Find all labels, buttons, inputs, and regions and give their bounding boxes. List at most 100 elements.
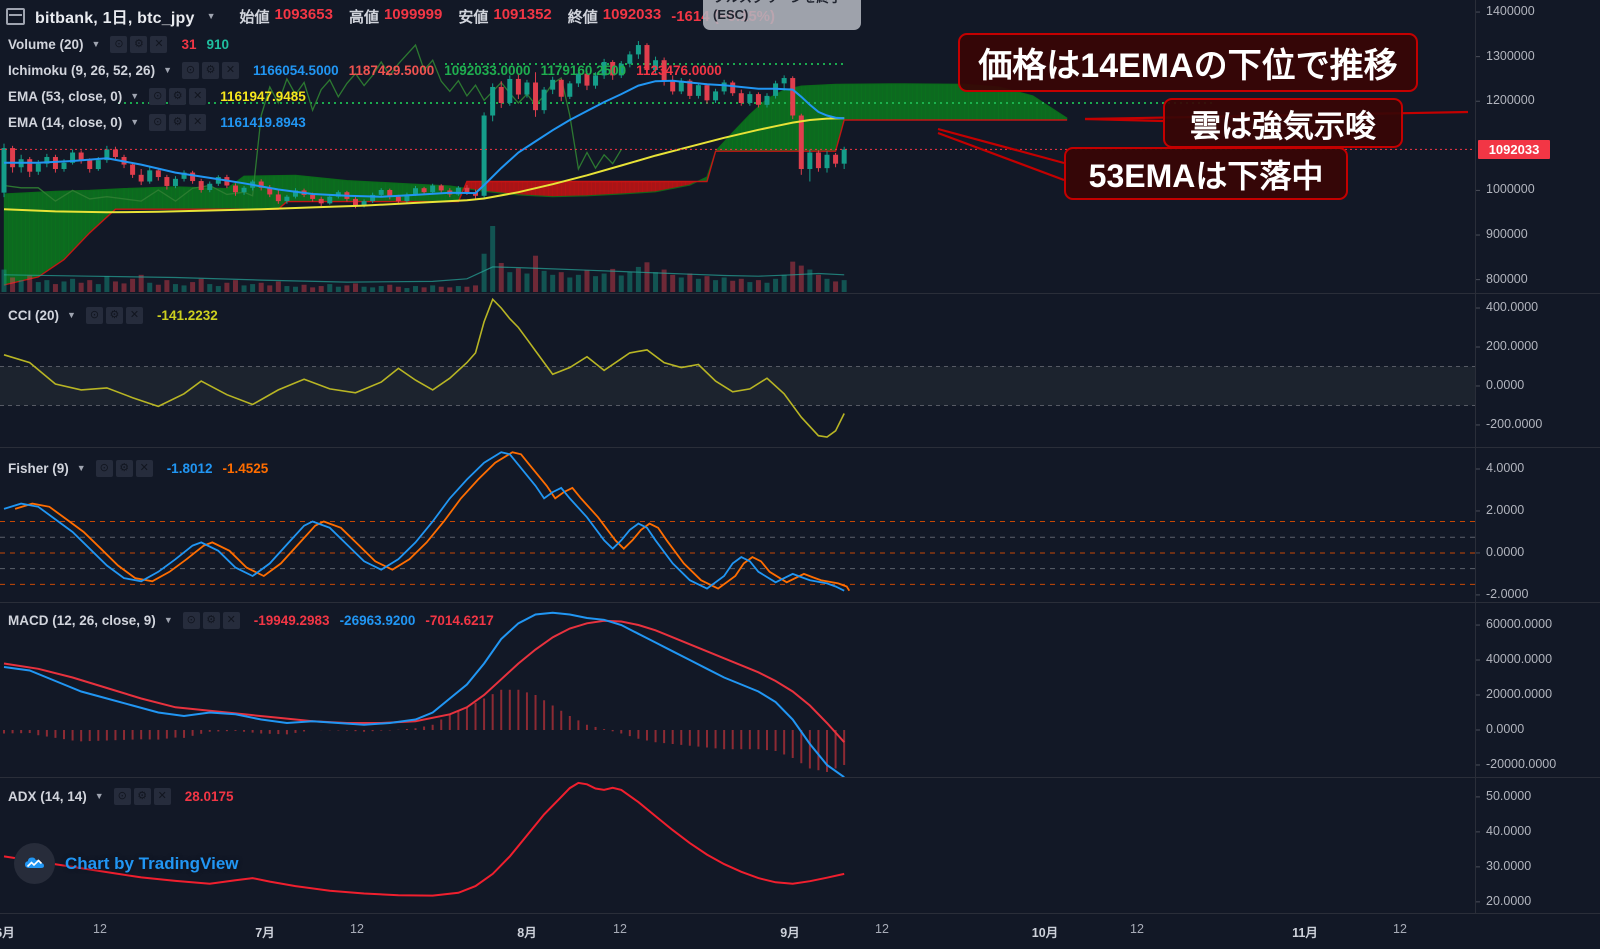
settings-icon[interactable]: ⚙ [202, 611, 220, 629]
indicator-legend-macd: MACD (12, 26, close, 9) ▼ ⊙ ⚙ ✕ -19949.2983 -2… [8, 610, 494, 630]
axis-label-macd: 60000.0000 [1486, 617, 1553, 632]
chevron-down-icon[interactable]: ▼ [163, 615, 173, 625]
axis-label-cci: -200.0000 [1486, 416, 1543, 431]
visibility-icon[interactable]: ⊙ [182, 61, 199, 79]
last-price-label: 1092033 [1478, 139, 1550, 159]
fullscreen-tooltip-esc: (ESC) [713, 7, 749, 22]
axis-label-cci: 200.0000 [1486, 339, 1539, 353]
visibility-icon[interactable]: ⊙ [113, 787, 131, 805]
axis-label-adx: 40.0000 [1486, 823, 1532, 838]
close-icon[interactable]: ✕ [125, 306, 143, 324]
settings-icon[interactable]: ⚙ [130, 35, 148, 53]
visibility-icon[interactable]: ⊙ [182, 611, 200, 629]
indicator-buttons: ⊙ ⚙ ✕ [149, 87, 207, 105]
visibility-icon[interactable]: ⊙ [110, 35, 128, 53]
time-label-day: 12 [875, 922, 889, 936]
indicator-value: 1161947.9485 [220, 88, 306, 104]
indicator-value: -19949.2983 [253, 612, 330, 628]
close-icon[interactable]: ✕ [222, 611, 240, 629]
indicator-value: 1179160.2500 [540, 62, 627, 78]
time-label-day: 12 [1393, 922, 1407, 936]
axis-label-main: 1300000 [1486, 48, 1535, 63]
indicator-value: 910 [206, 36, 229, 52]
axis-label-fisher: -2.0000 [1486, 586, 1529, 601]
visibility-icon[interactable]: ⊙ [149, 87, 167, 105]
visibility-icon[interactable]: ⊙ [149, 113, 167, 131]
annotation-cloud-bullish[interactable]: 雲は強気示唆 [1163, 98, 1403, 148]
indicator-legend-ema-14: EMA (14, close, 0) ▼ ⊙ ⚙ ✕ 1161419.8943 [8, 112, 306, 132]
indicator-legend-cci: CCI (20) ▼ ⊙ ⚙ ✕ -141.2232 [8, 305, 218, 325]
indicator-value: 1092033.0000 [444, 62, 531, 78]
ohlc-pair: 始値 1093653 [240, 6, 333, 27]
time-label-month: 6月 [0, 926, 15, 940]
time-label-day: 12 [613, 922, 627, 936]
chevron-down-icon[interactable]: ▼ [94, 791, 104, 801]
settings-icon[interactable]: ⚙ [115, 459, 133, 477]
indicator-label-volume[interactable]: Volume (20) [8, 36, 84, 52]
indicator-label-ema-53[interactable]: EMA (53, close, 0) [8, 88, 123, 104]
indicator-label-adx[interactable]: ADX (14, 14) [8, 788, 87, 804]
menu-icon[interactable] [6, 7, 25, 25]
settings-icon[interactable]: ⚙ [169, 113, 187, 131]
time-label-month: 9月 [780, 926, 800, 940]
ohlc-label: 安値 [458, 8, 489, 26]
chevron-down-icon[interactable]: ▼ [163, 65, 172, 75]
time-label-day: 12 [350, 922, 364, 936]
time-label-month: 11月 [1292, 926, 1318, 940]
axis-label-macd: 40000.0000 [1486, 652, 1553, 667]
time-label-month: 10月 [1031, 926, 1059, 940]
ohlc-value: 1093653 [274, 5, 333, 23]
close-icon[interactable]: ✕ [189, 113, 207, 131]
close-icon[interactable]: ✕ [153, 787, 171, 805]
close-icon[interactable]: ✕ [150, 35, 168, 53]
chevron-down-icon[interactable]: ▼ [91, 39, 101, 49]
fullscreen-tooltip: フルスクリーンを終了 (ESC) [703, 0, 861, 30]
settings-icon[interactable]: ⚙ [105, 306, 123, 324]
annotation-ema53-falling[interactable]: 53EMAは下落中 [1064, 147, 1348, 200]
indicator-label-fisher[interactable]: Fisher (9) [8, 460, 69, 476]
time-axis[interactable]: 6月 12 7月 12 8月 12 9月 12 10月 12 11月 12 [0, 913, 1600, 949]
settings-icon[interactable]: ⚙ [133, 787, 151, 805]
annotation-price-below-ema[interactable]: 価格は14EMAの下位で推移 [958, 33, 1418, 92]
attribution-link[interactable]: Chart by TradingView [65, 853, 239, 873]
chevron-down-icon[interactable]: ▼ [67, 310, 76, 320]
tradingview-attribution[interactable]: Chart by TradingView [14, 843, 239, 884]
axis-label-cci: 0.0000 [1486, 377, 1525, 392]
ohlc-label: 高値 [348, 8, 379, 26]
axis-label-main: 900000 [1486, 227, 1528, 242]
settings-icon[interactable]: ⚙ [202, 61, 219, 79]
axis-label-macd: -20000.0000 [1486, 756, 1557, 771]
ohlc-label: 始値 [239, 8, 270, 26]
indicator-label-ema-14[interactable]: EMA (14, close, 0) [8, 114, 123, 130]
time-label-day: 12 [93, 922, 107, 936]
symbol-title[interactable]: bitbank, 1日, btc_jpy [35, 10, 195, 27]
chart-canvas[interactable] [0, 0, 1600, 913]
chevron-down-icon[interactable]: ▼ [206, 11, 216, 21]
chevron-down-icon[interactable]: ▼ [130, 91, 140, 101]
close-icon[interactable]: ✕ [222, 61, 239, 79]
indicator-label-cci[interactable]: CCI (20) [8, 307, 60, 323]
chevron-down-icon[interactable]: ▼ [130, 117, 140, 127]
indicator-value: -26963.9200 [339, 612, 416, 628]
axis-label-fisher: 4.0000 [1486, 460, 1525, 475]
indicator-buttons: ⊙ ⚙ ✕ [85, 306, 143, 324]
indicator-label-ichimoku[interactable]: Ichimoku (9, 26, 52, 26) [8, 62, 156, 78]
indicator-label-macd[interactable]: MACD (12, 26, close, 9) [8, 612, 156, 628]
chevron-down-icon[interactable]: ▼ [76, 463, 86, 473]
close-icon[interactable]: ✕ [135, 459, 153, 477]
indicator-buttons: ⊙ ⚙ ✕ [113, 787, 171, 805]
indicator-buttons: ⊙ ⚙ ✕ [182, 611, 240, 629]
indicator-legend-volume: Volume (20) ▼ ⊙ ⚙ ✕ 31 910 [8, 34, 229, 54]
indicator-value: 31 [181, 36, 197, 52]
axis-label-macd: 20000.0000 [1486, 687, 1553, 701]
settings-icon[interactable]: ⚙ [169, 87, 187, 105]
axis-label-main: 1200000 [1486, 93, 1535, 108]
visibility-icon[interactable]: ⊙ [85, 306, 103, 324]
indicator-value: 1166054.5000 [253, 62, 339, 78]
visibility-icon[interactable]: ⊙ [95, 459, 113, 477]
axis-label-adx: 50.0000 [1486, 788, 1532, 803]
price-axis[interactable]: 1400000 1300000 1200000 1000000 900000 800000… [1475, 0, 1600, 913]
time-label-month: 8月 [517, 926, 537, 940]
close-icon[interactable]: ✕ [189, 87, 207, 105]
